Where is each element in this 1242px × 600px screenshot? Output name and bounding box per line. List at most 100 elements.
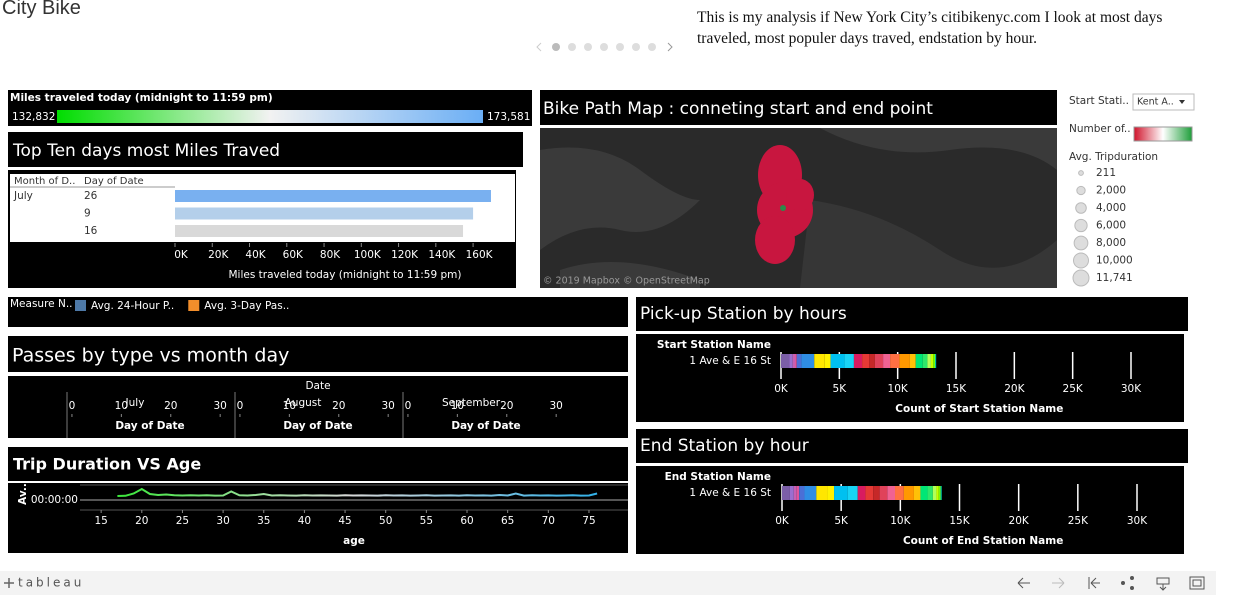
x-tick-label: 10K — [890, 515, 911, 527]
tableau-logo: tableau — [18, 576, 84, 590]
x-tick-label: 70 — [542, 515, 555, 527]
x-tick-label: 25K — [1068, 515, 1089, 527]
dropdown[interactable] — [1132, 93, 1195, 111]
size-legend-label: 11,741 — [1096, 272, 1133, 284]
map — [540, 128, 1057, 288]
panel — [8, 132, 523, 167]
map-land — [800, 200, 1057, 288]
column-header: Month of D.. — [14, 176, 75, 187]
x-tick-label: 20 — [164, 400, 177, 412]
legend-label: Avg. 3-Day Pas.. — [204, 300, 289, 312]
logo-mark — [4, 578, 14, 588]
row-label: 26 — [84, 190, 98, 202]
bar-segment — [936, 486, 939, 500]
bar-segment — [930, 354, 934, 368]
axis-title: Av.. — [17, 483, 29, 505]
carousel-dot[interactable] — [600, 43, 608, 51]
bar-segment — [915, 354, 923, 368]
x-tick-label: 25 — [176, 515, 189, 527]
bar — [175, 190, 491, 202]
bar-segment — [895, 486, 904, 500]
legend-label: Avg. 24-Hour P.. — [91, 300, 174, 312]
bar-segment — [789, 354, 793, 368]
size-legend-mark — [1078, 170, 1084, 176]
legend-swatch — [188, 300, 200, 311]
bar-segment — [796, 486, 800, 500]
x-tick-label: 40K — [245, 249, 266, 261]
undo-icon[interactable] — [1017, 577, 1030, 589]
x-tick-label: 30K — [1121, 383, 1142, 395]
size-legend-label: 211 — [1096, 167, 1116, 179]
carousel-dot[interactable] — [568, 43, 576, 51]
x-tick-label: 55 — [420, 515, 433, 527]
row-label: July — [13, 190, 33, 202]
size-legend-label: 4,000 — [1096, 202, 1126, 214]
share-icon[interactable] — [1130, 576, 1134, 580]
share-icon[interactable] — [1130, 586, 1134, 590]
bar-segment — [899, 354, 910, 368]
legend-swatch — [75, 300, 86, 311]
bar-segment — [834, 486, 848, 500]
bar-segment — [824, 354, 831, 368]
panel — [636, 429, 1188, 463]
bar-segment — [799, 486, 805, 500]
y-tick-label: 00:00:00 — [31, 494, 78, 506]
download-icon[interactable] — [1156, 577, 1170, 591]
row-label: 9 — [84, 208, 91, 220]
x-tick-label: 0 — [237, 400, 244, 412]
bar-segment — [857, 486, 866, 500]
carousel-dot[interactable] — [648, 43, 656, 51]
x-tick-label: 140K — [428, 249, 456, 261]
axis-title: Day of Date — [451, 420, 520, 432]
footer — [0, 571, 1216, 595]
dropdown-arrow — [1179, 100, 1185, 104]
x-tick-label: 15 — [94, 515, 107, 527]
column-header: Date — [305, 380, 330, 392]
carousel-dot[interactable] — [584, 43, 592, 51]
label: Start Stati.. — [1069, 95, 1129, 107]
bar-segment — [830, 354, 845, 368]
bar-segment — [909, 354, 916, 368]
panel — [8, 336, 628, 372]
x-tick-label: 50 — [379, 515, 392, 527]
x-tick-label: 120K — [391, 249, 419, 261]
carousel-dot[interactable] — [632, 43, 640, 51]
bar-segment — [862, 354, 870, 368]
bar-segment — [903, 486, 914, 500]
month-header: August — [285, 397, 322, 409]
share-icon[interactable] — [1121, 581, 1125, 585]
label: Number of.. — [1069, 123, 1131, 135]
map-points — [755, 216, 795, 264]
redo-icon[interactable] — [1052, 577, 1065, 589]
carousel-next[interactable] — [667, 42, 673, 52]
x-tick-label: 0 — [69, 400, 76, 412]
x-tick-label: 30 — [216, 515, 229, 527]
carousel[interactable] — [536, 42, 673, 52]
dropdown-value: Kent A.. — [1137, 97, 1174, 108]
carousel-prev[interactable] — [536, 42, 542, 52]
bar-segment — [801, 354, 815, 368]
bar-segment — [782, 486, 790, 500]
map-land — [560, 262, 700, 288]
bar-segment — [938, 486, 941, 500]
x-tick-label: 0K — [774, 383, 789, 395]
row-header: End Station Name — [665, 471, 771, 483]
carousel-dot[interactable] — [552, 43, 560, 51]
x-tick-label: 80K — [320, 249, 341, 261]
label: Miles traveled today (midnight to 11:59 … — [10, 92, 273, 104]
x-tick-label: 100K — [354, 249, 382, 261]
bar-segment — [927, 486, 933, 500]
bar-segment — [873, 486, 880, 500]
label: 173,581 — [487, 111, 530, 123]
bar-segment — [932, 486, 937, 500]
fullscreen-icon[interactable] — [1189, 576, 1205, 590]
x-tick-label: 15K — [946, 383, 967, 395]
size-legend-mark — [1072, 269, 1090, 287]
bar-segment — [781, 354, 790, 368]
x-tick-label: 15K — [949, 515, 970, 527]
map-land — [540, 147, 700, 250]
bar-segment — [827, 486, 835, 500]
x-tick-label: 20 — [332, 400, 345, 412]
revert-icon[interactable] — [1088, 577, 1100, 589]
carousel-dot[interactable] — [616, 43, 624, 51]
